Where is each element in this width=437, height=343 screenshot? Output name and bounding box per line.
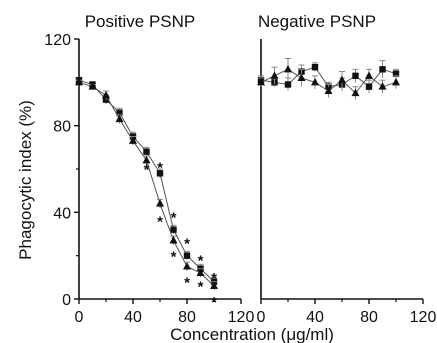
x-tick-label: 0: [257, 309, 266, 326]
data-point-triangle: [169, 236, 178, 244]
significance-asterisk: *: [157, 214, 163, 231]
data-point-square: [183, 252, 191, 259]
data-point-triangle: [210, 281, 218, 289]
data-point-square: [143, 148, 150, 155]
x-tick-label: 40: [306, 309, 324, 326]
y-tick-label: 120: [44, 32, 71, 49]
data-point-triangle: [257, 77, 265, 86]
data-point-triangle: [365, 71, 373, 79]
data-point-square: [116, 109, 123, 116]
data-point-square: [392, 70, 400, 77]
significance-asterisk: *: [211, 270, 217, 287]
x-tick-label: 120: [228, 309, 255, 326]
x-tick-label: 80: [178, 309, 196, 326]
data-point-square: [284, 81, 292, 88]
y-tick-label: 80: [53, 119, 71, 136]
significance-asterisk: *: [184, 235, 190, 252]
y-tick-label: 40: [53, 205, 71, 222]
data-point-square: [352, 72, 359, 80]
data-point-triangle: [270, 71, 279, 79]
significance-asterisk: *: [171, 248, 177, 265]
data-point-triangle: [392, 77, 400, 86]
data-point-triangle: [196, 268, 205, 276]
data-point-square: [170, 226, 177, 233]
data-point-triangle: [75, 77, 83, 86]
data-point-triangle: [284, 64, 292, 73]
panel-title: Negative PSNP: [258, 12, 376, 31]
x-tick-label: 0: [75, 309, 84, 326]
significance-asterisk: *: [184, 274, 190, 291]
data-point-triangle: [88, 82, 97, 90]
panel-positive-psnp: Positive PSNP 0 40 80 120 0 40 80 120 * * * * * * * * * * *: [44, 12, 254, 326]
significance-asterisk: *: [198, 253, 204, 270]
x-tick-label: 80: [360, 309, 378, 326]
x-axis-label: Concentration (μg/ml): [170, 325, 334, 343]
data-point-triangle: [311, 77, 319, 86]
series-line-square: [78, 79, 215, 283]
y-tick-label: 0: [62, 292, 71, 309]
data-point-triangle: [378, 82, 387, 90]
panel-negative-psnp: Negative PSNP 0 40 80 120: [257, 12, 437, 326]
data-point-triangle: [338, 75, 346, 84]
x-tick-label: 40: [124, 309, 142, 326]
data-point-square: [102, 96, 110, 103]
data-point-triangle: [324, 86, 333, 94]
data-point-triangle: [183, 262, 191, 270]
data-point-triangle: [156, 199, 164, 207]
significance-asterisk: *: [198, 279, 204, 296]
significance-asterisk: *: [171, 209, 177, 226]
significance-asterisk: *: [144, 162, 150, 179]
data-point-triangle: [142, 155, 151, 164]
data-point-triangle: [102, 90, 110, 99]
data-point-square: [379, 66, 386, 73]
series-line-triangle: [78, 81, 215, 287]
data-point-square: [365, 83, 373, 90]
significance-asterisk: *: [211, 294, 217, 311]
panel-title: Positive PSNP: [85, 12, 196, 31]
y-axis-label: Phagocytic index (%): [16, 100, 35, 260]
data-point-square: [156, 170, 164, 177]
x-tick-label: 120: [410, 309, 437, 326]
data-point-triangle: [297, 73, 306, 81]
significance-asterisk: *: [157, 160, 163, 177]
data-point-triangle: [351, 88, 360, 97]
data-point-triangle: [115, 114, 124, 123]
data-point-square: [311, 63, 319, 71]
data-point-triangle: [129, 136, 137, 144]
